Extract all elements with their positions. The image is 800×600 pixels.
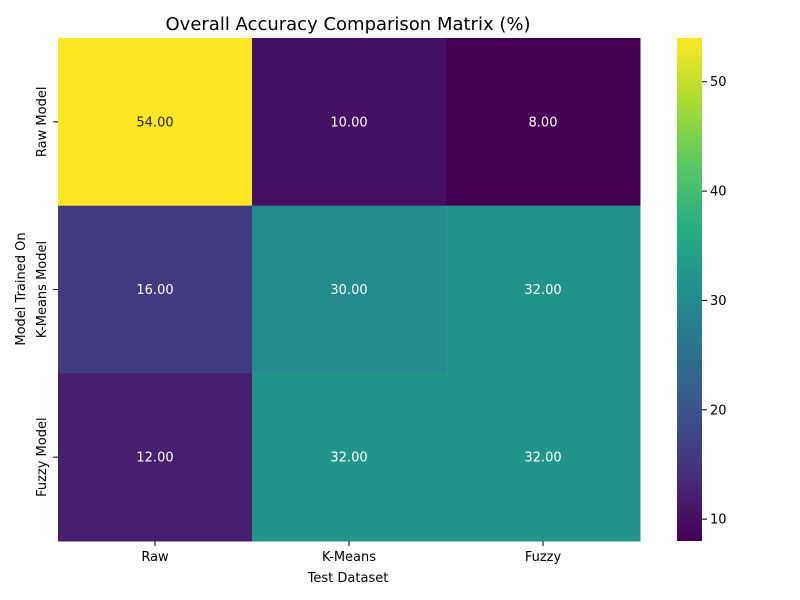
x-tick-label: Fuzzy bbox=[525, 550, 562, 565]
cell-value-label: 16.00 bbox=[136, 283, 173, 298]
heatmap-cell bbox=[58, 373, 253, 542]
cell-value-label: 12.00 bbox=[136, 451, 173, 466]
cell-value-label: 54.00 bbox=[136, 115, 173, 130]
x-tick-label: K-Means bbox=[322, 550, 376, 565]
x-tick-label: Raw bbox=[141, 550, 169, 565]
x-axis-label: Test Dataset bbox=[307, 571, 389, 586]
colorbar bbox=[677, 38, 702, 541]
y-axis: Raw Model K-Means Model Fuzzy Model bbox=[35, 87, 58, 497]
cell-value-label: 32.00 bbox=[524, 451, 561, 466]
heatmap-cell-labels: 54.00 10.00 8.00 16.00 30.00 32.00 12.00 32.00 3… bbox=[136, 115, 561, 465]
chart-title: Overall Accuracy Comparison Matrix (%) bbox=[166, 14, 531, 35]
cell-value-label: 32.00 bbox=[330, 451, 367, 466]
y-tick-label: Fuzzy Model bbox=[35, 417, 50, 497]
y-tick-label: Raw Model bbox=[35, 87, 50, 158]
x-axis: Raw K-Means Fuzzy bbox=[141, 541, 561, 565]
heatmap-cell bbox=[252, 373, 447, 542]
cell-value-label: 30.00 bbox=[330, 283, 367, 298]
colorbar-tick-label: 10 bbox=[710, 513, 727, 528]
y-axis-label: Model Trained On bbox=[14, 232, 29, 345]
colorbar-tick-label: 40 bbox=[710, 185, 727, 200]
heatmap-cell bbox=[446, 38, 641, 207]
cell-value-label: 32.00 bbox=[524, 283, 561, 298]
heatmap-cell bbox=[252, 205, 447, 374]
heatmap-cell bbox=[58, 205, 253, 374]
heatmap-cell bbox=[252, 38, 447, 207]
colorbar-ticks: 10 20 30 40 50 bbox=[702, 75, 727, 528]
colorbar-tick-label: 30 bbox=[710, 294, 727, 309]
colorbar-tick-label: 20 bbox=[710, 403, 727, 418]
y-tick-label: K-Means Model bbox=[35, 241, 50, 338]
cell-value-label: 10.00 bbox=[330, 115, 367, 130]
heatmap-cell bbox=[446, 373, 641, 542]
colorbar-tick-label: 50 bbox=[710, 75, 727, 90]
heatmap-cell bbox=[58, 38, 253, 207]
heatmap-cells bbox=[58, 38, 641, 542]
cell-value-label: 8.00 bbox=[529, 115, 558, 130]
heatmap-cell bbox=[446, 205, 641, 374]
